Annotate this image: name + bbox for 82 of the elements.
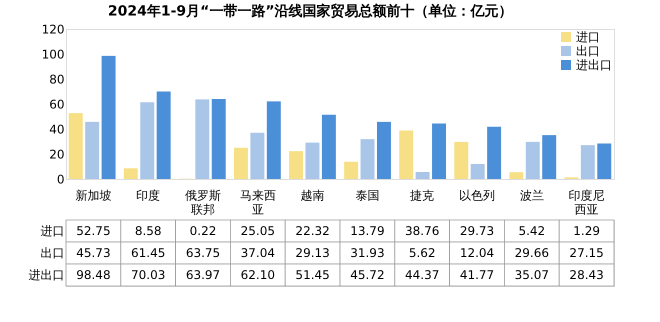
data-label: 13.79 bbox=[350, 224, 385, 238]
data-label: 29.13 bbox=[295, 246, 330, 260]
text: 进出口 bbox=[28, 268, 64, 282]
data-label: 1.29 bbox=[573, 224, 600, 238]
bar bbox=[156, 91, 171, 179]
bar bbox=[432, 124, 446, 179]
x-tick-label: 印度 bbox=[136, 188, 160, 202]
bar bbox=[250, 132, 264, 179]
data-label: 25.05 bbox=[240, 224, 275, 238]
bar bbox=[597, 143, 612, 179]
chart-title: 2024年1-9月“一带一路”沿线国家贸易总额前十（单位：亿元） bbox=[108, 2, 513, 20]
bar bbox=[360, 139, 375, 179]
y-tick-label: 120 bbox=[42, 22, 64, 36]
data-label: 98.48 bbox=[76, 268, 111, 282]
data-label: 29.73 bbox=[460, 224, 494, 238]
bar bbox=[470, 164, 485, 179]
y-tick-label: 60 bbox=[49, 98, 64, 112]
bar bbox=[266, 101, 281, 179]
bar bbox=[124, 168, 138, 179]
bar bbox=[509, 172, 524, 179]
y-tick-label: 40 bbox=[49, 122, 64, 136]
bar bbox=[454, 142, 468, 179]
x-tick-label: 波兰 bbox=[520, 188, 544, 202]
bar bbox=[234, 148, 248, 179]
data-label: 41.77 bbox=[460, 268, 494, 282]
bar bbox=[195, 99, 210, 179]
legend-label: 进出口 bbox=[576, 58, 612, 72]
x-tick-label: 印度尼西亚 bbox=[568, 188, 605, 216]
bar bbox=[68, 113, 83, 179]
data-label: 51.45 bbox=[295, 268, 330, 282]
bar bbox=[542, 135, 556, 179]
data-label: 70.03 bbox=[131, 268, 166, 282]
legend-label: 进口 bbox=[576, 30, 600, 44]
text: 进口 bbox=[40, 224, 64, 238]
bar bbox=[85, 122, 100, 179]
data-label: 0.22 bbox=[190, 224, 216, 238]
bar bbox=[580, 145, 595, 179]
data-label: 27.15 bbox=[569, 246, 604, 260]
x-tick-label: 新加坡 bbox=[75, 188, 112, 202]
x-tick-label: 越南 bbox=[300, 188, 325, 202]
bar bbox=[289, 151, 304, 179]
bar bbox=[322, 114, 336, 179]
data-label: 31.93 bbox=[350, 246, 385, 260]
text: 出口 bbox=[40, 246, 64, 260]
data-label: 5.62 bbox=[408, 246, 436, 260]
data-label: 37.04 bbox=[240, 246, 275, 260]
y-tick-label: 20 bbox=[49, 148, 64, 162]
data-label: 45.73 bbox=[76, 246, 111, 260]
bar bbox=[526, 142, 540, 179]
data-label: 52.75 bbox=[76, 224, 111, 238]
legend-label: 出口 bbox=[576, 44, 600, 58]
data-label: 8.58 bbox=[134, 224, 162, 238]
data-label: 45.72 bbox=[350, 268, 385, 282]
data-label: 5.42 bbox=[518, 224, 546, 238]
bar bbox=[102, 56, 116, 179]
data-label: 38.76 bbox=[405, 224, 440, 238]
data-label: 61.45 bbox=[131, 246, 166, 260]
bar bbox=[487, 126, 502, 179]
data-label: 44.37 bbox=[405, 268, 440, 282]
data-label: 22.32 bbox=[295, 224, 330, 238]
y-tick-label: 80 bbox=[49, 72, 64, 86]
bar bbox=[416, 172, 430, 179]
bar bbox=[305, 142, 320, 179]
x-tick-label: 俄罗斯联邦 bbox=[185, 188, 221, 216]
data-label: 12.04 bbox=[460, 246, 494, 260]
data-label: 29.66 bbox=[514, 246, 549, 260]
data-label: 28.43 bbox=[569, 268, 604, 282]
x-tick-label: 马来西亚 bbox=[240, 188, 276, 216]
x-tick-label: 泰国 bbox=[355, 188, 380, 202]
bar bbox=[140, 102, 154, 179]
bar bbox=[399, 130, 414, 179]
y-tick-label: 100 bbox=[42, 48, 64, 62]
data-label: 63.75 bbox=[186, 246, 220, 260]
y-tick-label: 0 bbox=[56, 172, 64, 186]
bar bbox=[212, 99, 226, 179]
data-label: 63.97 bbox=[186, 268, 220, 282]
bar bbox=[344, 162, 358, 179]
x-tick-label: 以色列 bbox=[459, 188, 495, 202]
data-label: 62.10 bbox=[240, 268, 275, 282]
bar bbox=[376, 122, 391, 179]
data-label: 35.07 bbox=[514, 268, 549, 282]
x-tick-label: 捷克 bbox=[410, 188, 434, 202]
